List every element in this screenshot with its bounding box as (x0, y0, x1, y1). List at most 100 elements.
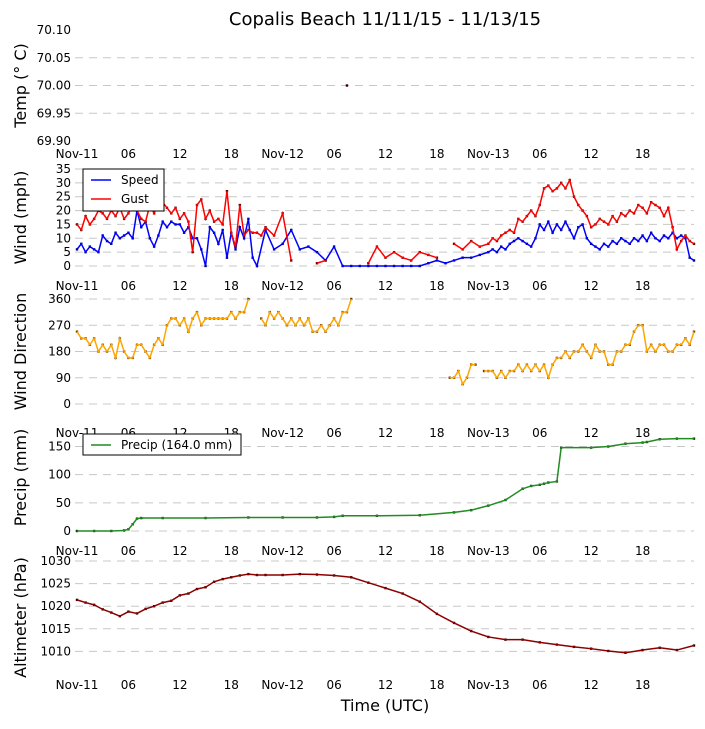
temp-ytick-label: 70.10 (37, 23, 71, 37)
precip-legend-box (82, 433, 242, 456)
altimeter-ytick-label: 1015 (40, 622, 71, 636)
wind-ytick-label: 30 (56, 176, 71, 190)
wind-ytick-label: 20 (56, 204, 71, 218)
temp-series-temp (345, 84, 349, 87)
temp-ytick-label: 69.90 (37, 134, 71, 148)
altimeter-xtick-label: 18 (429, 678, 444, 692)
altimeter-xtick-label: 06 (326, 678, 341, 692)
wind-ylabel: Wind (mph) (11, 171, 30, 265)
wind_direction-xtick-label: Nov-13 (467, 426, 510, 440)
precip-xtick-label: 18 (429, 544, 444, 558)
wind-ytick-label: 10 (56, 231, 71, 245)
precip-ytick-label: 0 (63, 524, 71, 538)
wind_direction-ytick-label: 180 (48, 345, 71, 359)
precip-legend: Precip (164.0 mm) (82, 433, 242, 456)
temp-xtick-label: Nov-11 (56, 147, 99, 161)
temp-xtick-label: 12 (172, 147, 187, 161)
altimeter-xtick-label: Nov-12 (261, 678, 304, 692)
temp-xtick-label: 18 (429, 147, 444, 161)
wind_direction-line (449, 363, 476, 386)
precip-xtick-label: Nov-13 (467, 544, 510, 558)
wind_direction-ytick-label: 270 (48, 318, 71, 332)
temp-xtick-label: Nov-12 (261, 147, 304, 161)
x-axis-label: Time (UTC) (340, 696, 429, 715)
altimeter-xtick-label: Nov-11 (56, 678, 99, 692)
wind-line (367, 245, 438, 264)
temp-ytick-label: 69.95 (37, 106, 71, 120)
wind_direction-ytick-label: 90 (56, 371, 71, 385)
wind-line (76, 210, 695, 269)
temp-ytick-label: 70.05 (37, 51, 71, 65)
altimeter-xtick-label: 06 (532, 678, 547, 692)
altimeter-panel: 1010 1015 1020 1025 1030 Altimeter (hPa) Nov-1… (11, 554, 696, 692)
wind-legend-label: Speed (121, 173, 159, 187)
wind_direction-xtick-label: 12 (378, 426, 393, 440)
altimeter-xtick-label: 06 (121, 678, 136, 692)
wind_direction-point (482, 369, 486, 373)
temp-xtick-label: Nov-13 (467, 147, 510, 161)
temp-ylabel: Temp (° C) (11, 43, 30, 128)
wind_direction-series-direction (75, 297, 696, 386)
precip-ylabel: Precip (mm) (11, 429, 30, 527)
wind-xtick-label: 18 (429, 279, 444, 293)
altimeter-xtick-label: 12 (378, 678, 393, 692)
wind_direction-xtick-label: 12 (584, 426, 599, 440)
temp-xtick-label: 06 (532, 147, 547, 161)
wind_direction-xtick-label: 18 (429, 426, 444, 440)
precip-xtick-label: 12 (584, 544, 599, 558)
precip-xtick-label: 12 (378, 544, 393, 558)
precip-xtick-label: 12 (172, 544, 187, 558)
wind-ytick-label: 15 (56, 217, 71, 231)
precip-xtick-label: Nov-11 (56, 544, 99, 558)
temp-xtick-label: 06 (121, 147, 136, 161)
wind-xtick-label: 06 (532, 279, 547, 293)
precip-line (77, 437, 694, 532)
wind-ytick-label: 25 (56, 190, 71, 204)
wind-legend-label: Gust (121, 192, 149, 206)
temp-xtick-label: 18 (224, 147, 239, 161)
altimeter-xtick-label: 18 (224, 678, 239, 692)
wind-xtick-label: 06 (326, 279, 341, 293)
wind-xtick-label: 12 (378, 279, 393, 293)
precip-xtick-label: Nov-12 (261, 544, 304, 558)
altimeter-xtick-label: 12 (584, 678, 599, 692)
wind_direction-ylabel: Wind Direction (11, 293, 30, 411)
temp-point (345, 84, 349, 87)
wind-point (435, 256, 439, 259)
wind-line (76, 191, 292, 261)
precip-xtick-label: 06 (532, 544, 547, 558)
altimeter-line (76, 573, 695, 654)
precip-xtick-label: 06 (326, 544, 341, 558)
precip-xtick-label: 18 (224, 544, 239, 558)
wind-xtick-label: 18 (635, 279, 650, 293)
temp-xtick-label: 12 (584, 147, 599, 161)
wind-xtick-label: 12 (172, 279, 187, 293)
precip-ytick-label: 50 (56, 496, 71, 510)
chart-title: Copalis Beach 11/11/15 - 11/13/15 (229, 9, 541, 30)
altimeter-series-altimeter (75, 572, 696, 654)
precip-xtick-label: 18 (635, 544, 650, 558)
altimeter-ytick-label: 1025 (40, 577, 71, 591)
wind-point (367, 262, 370, 265)
precip-legend-label: Precip (164.0 mm) (121, 438, 232, 452)
wind-line (453, 177, 695, 252)
precip-ytick-label: 150 (48, 440, 71, 454)
precip-series-precip-164-0-mm- (75, 437, 696, 533)
wind-legend-box (82, 168, 165, 212)
wind-point (324, 259, 327, 262)
altimeter-ylabel: Altimeter (hPa) (11, 557, 30, 678)
wind_direction-xtick-label: 18 (635, 426, 650, 440)
altimeter-ytick-label: 1010 (40, 644, 71, 658)
wind-line (316, 259, 326, 264)
wind_direction-xtick-label: Nov-12 (261, 426, 304, 440)
wind_direction-point (448, 376, 451, 379)
wind_direction-line (484, 324, 695, 381)
wind_direction-point (474, 363, 477, 366)
wind-xtick-label: Nov-12 (261, 279, 304, 293)
precip-ytick-label: 100 (48, 468, 71, 482)
wind-xtick-label: 18 (224, 279, 239, 293)
temp-panel: 69.90 69.95 70.00 70.05 70.10 Temp (° C) Nov-1… (11, 23, 694, 161)
precip-xtick-label: 06 (121, 544, 136, 558)
